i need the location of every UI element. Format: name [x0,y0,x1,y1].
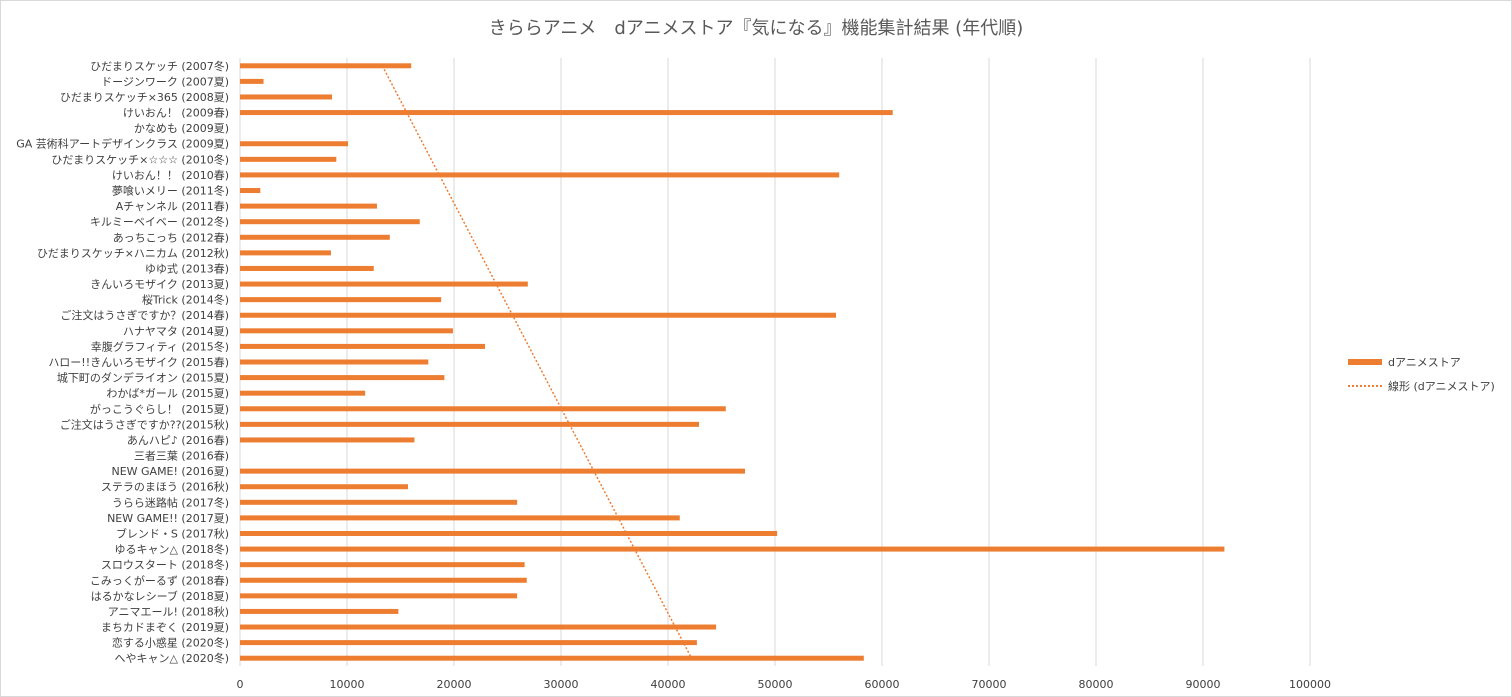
category-label: あんハピ♪ (2016春) [127,434,229,447]
bar [240,78,264,84]
category-label: 三者三葉 (2016春) [134,449,229,463]
bar [240,281,528,287]
bar [240,375,445,381]
category-label: GA 芸術科アートデザインクラス (2009夏) [16,137,229,151]
bar [240,624,717,630]
category-label: キルミーベイベー (2012冬) [90,215,229,229]
category-label: 夢喰いメリー (2011冬) [112,184,229,198]
category-label: あっちこっち (2012春) [113,231,229,244]
x-tick-label: 100000 [1289,678,1331,691]
legend: dアニメストア 線形 (dアニメストア) [1348,350,1495,398]
category-label: ひだまりスケッチ×365 (2008夏) [60,91,229,104]
x-tick-label: 20000 [437,678,472,691]
bar [240,593,518,599]
category-label: ブレンド・S (2017秋) [116,526,229,540]
category-label: スロウスタート (2018冬) [101,558,229,572]
category-label: ひだまりスケッチ×☆☆☆ (2010冬) [51,152,229,166]
category-label: はるかなレシーブ (2018夏) [91,589,229,603]
x-tick-label: 30000 [544,678,579,691]
category-label: Aチャンネル (2011春) [116,200,229,213]
bar [240,94,333,100]
category-label: ドージンワーク (2007夏) [101,75,229,88]
category-label: けいおん！ (2009春) [123,107,229,120]
category-label: 恋する小惑星 (2020冬) [112,636,229,650]
bar [240,359,429,365]
bar [240,63,412,69]
x-tick-label: 0 [237,678,244,691]
legend-swatch-bar [1348,359,1382,365]
category-label: ハロー!!きんいろモザイク (2015春) [48,356,229,369]
bar [240,484,408,490]
category-label: がっこうぐらし！ (2015夏) [90,402,229,416]
bar [240,437,415,443]
category-label: ひだまりスケッチ (2007冬) [90,59,229,73]
category-label: まちカドまぞく (2019夏) [101,621,229,634]
category-label: 幸腹グラフィティ (2015冬) [91,339,229,353]
category-label: かなめも (2009夏) [134,122,229,135]
category-label: ご注文はうさぎですか？(2014春) [60,308,229,322]
bar [240,188,261,194]
category-label: 桜Trick (2014冬) [142,293,229,307]
category-label: うらら迷路帖 (2017冬) [112,495,229,509]
bar [240,499,518,505]
bar [240,203,377,209]
legend-label-bar: dアニメストア [1388,356,1461,369]
bar [240,546,1225,552]
legend-swatch-trendline [1348,385,1382,387]
category-label: アニマエール! (2018秋) [108,604,229,618]
bar [240,530,778,536]
chart-title: きららアニメ dアニメストア『気になる』機能集計結果 (年代順) [488,18,1024,39]
x-tick-label: 60000 [865,678,900,691]
bar [240,562,525,568]
bar [240,640,697,646]
bar [240,390,366,396]
bar [240,156,337,162]
bar [240,219,420,225]
bar [240,421,700,427]
legend-label-trendline: 線形 (dアニメストア) [1388,380,1495,393]
bar [240,406,726,412]
x-tick-label: 10000 [330,678,365,691]
category-label: こみっくがーるず (2018春) [90,573,229,587]
bar [240,655,864,661]
category-label: わかば*ガール (2015夏) [106,387,229,400]
category-label: 城下町のダンデライオン (2015夏) [57,371,229,385]
legend-item-bar: dアニメストア [1348,350,1495,374]
category-label: ゆるキャン△ (2018冬) [114,542,229,556]
bar [240,141,349,147]
x-tick-label: 90000 [1186,678,1221,691]
bar [240,328,453,334]
category-label: ハナヤマタ (2014夏) [123,325,229,338]
bar [240,343,486,349]
trendline [381,65,693,659]
x-tick-label: 50000 [758,678,793,691]
category-label: へやキャン△ (2020冬) [114,651,229,665]
category-label: ご注文はうさぎですか??(2015秋) [60,417,229,431]
bar [240,608,399,614]
category-label: きんいろモザイク (2013夏) [90,278,229,291]
x-tick-label: 70000 [972,678,1007,691]
x-tick-label: 40000 [651,678,686,691]
bar [240,515,680,521]
bar [240,110,893,116]
category-label: ステラのまほう (2016秋) [101,480,229,494]
bar [240,297,442,303]
category-label: NEW GAME! (2016夏) [111,465,229,478]
category-label: ゆゆ式 (2013春) [145,262,229,275]
category-label: ひだまりスケッチ×ハニカム (2012秋) [37,246,229,260]
bar [240,172,840,178]
x-tick-label: 80000 [1079,678,1114,691]
bar [240,250,331,256]
bar [240,577,527,583]
legend-item-trendline: 線形 (dアニメストア) [1348,374,1495,398]
bar [240,234,390,240]
category-label: NEW GAME!! (2017夏) [107,512,229,525]
bar [240,468,746,474]
category-label: けいおん！！ (2010春) [112,169,229,182]
bar [240,312,836,318]
bar [240,265,374,271]
